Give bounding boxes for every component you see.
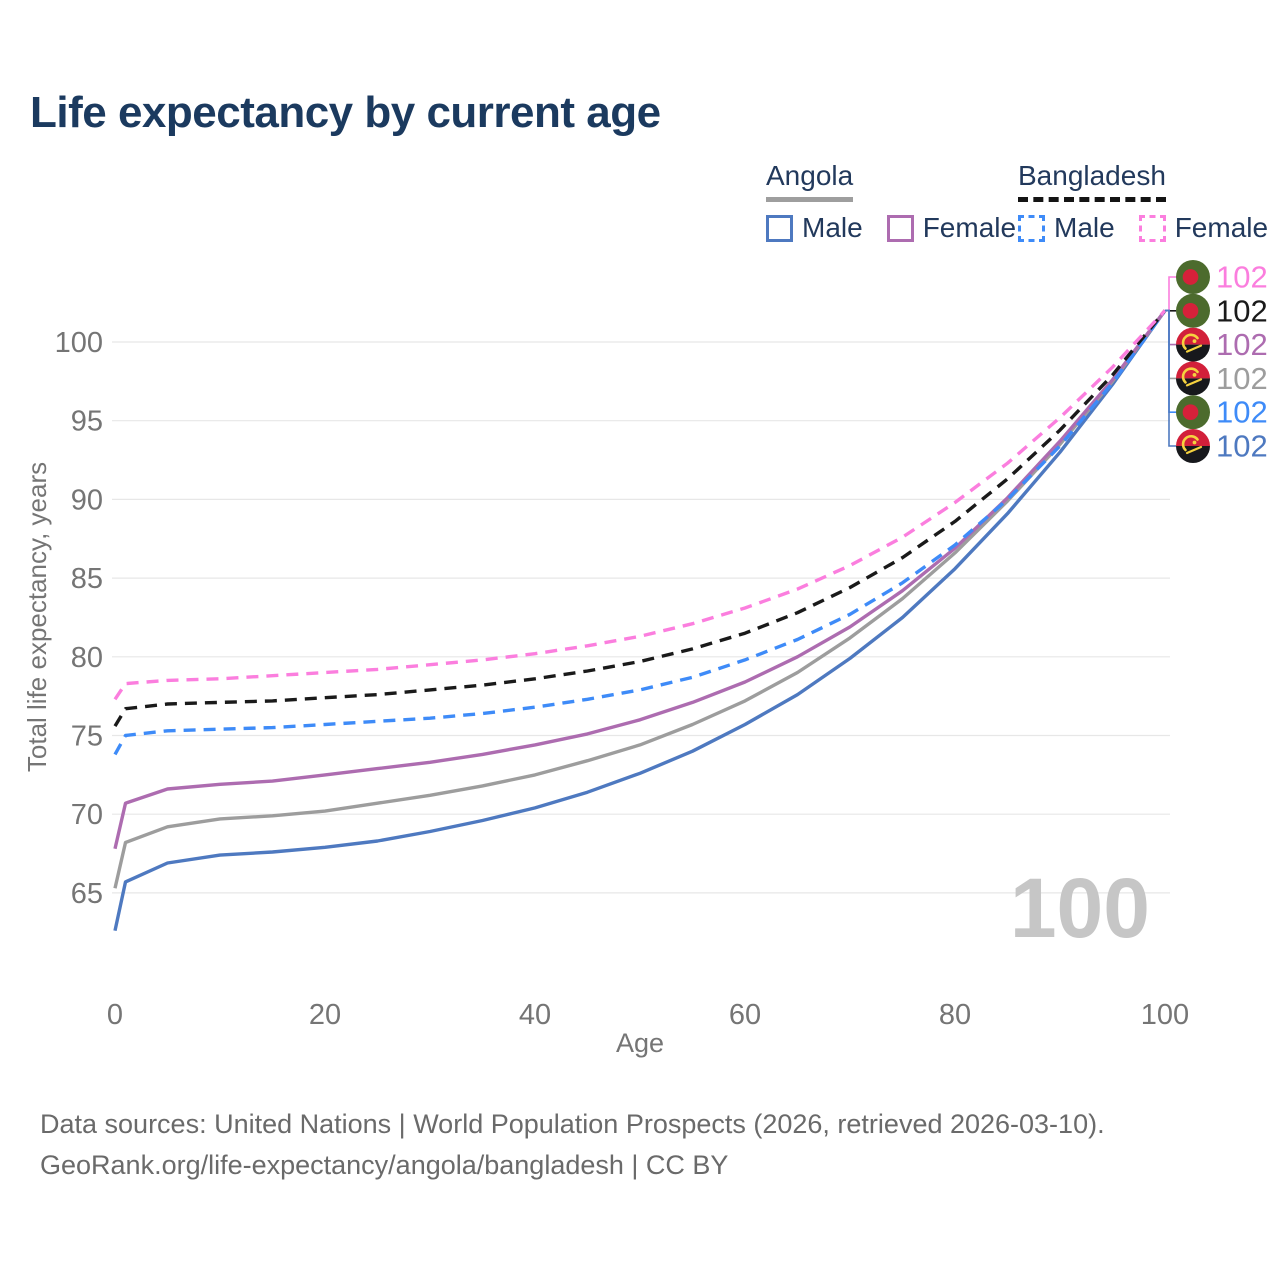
angola-male-swatch-icon (766, 214, 793, 242)
legend-label-angola-male: Male (802, 212, 863, 243)
angola-female-swatch-icon (886, 214, 914, 242)
legend-group-angola: Angola Male Female (766, 160, 1040, 244)
x-tick-label: 60 (729, 999, 761, 1031)
footer: Data sources: United Nations | World Pop… (40, 1104, 1105, 1186)
y-axis-title: Total life expectancy, years (22, 462, 52, 772)
angola-flag-icon (1176, 429, 1210, 463)
angola-flag-icon (1176, 327, 1210, 362)
x-tick-label: 40 (519, 999, 551, 1031)
legend-group-bangladesh: Bangladesh Male Female (1018, 160, 1280, 244)
age-counter-watermark: 100 (1009, 861, 1150, 955)
x-tick-label: 80 (939, 999, 971, 1031)
x-axis-title: Age (616, 1028, 664, 1058)
x-tick-label: 100 (1141, 999, 1189, 1031)
legend-item-angola-male[interactable]: Male (766, 212, 863, 244)
bangladesh-flag-icon (1176, 260, 1210, 294)
series-line-bd_both (113, 309, 1167, 727)
series-line-ao_male (113, 309, 1167, 932)
end-label-connector-ao_female (1165, 309, 1176, 346)
end-label-connector-bd_male (1165, 309, 1176, 413)
bangladesh-male-swatch-icon (1018, 214, 1045, 242)
legend-item-angola-female[interactable]: Female (886, 212, 1017, 244)
y-tick-label: 95 (71, 406, 103, 438)
end-value-label-ao_female: 102 (1216, 327, 1268, 362)
end-value-label-ao_both: 102 (1216, 361, 1268, 396)
bangladesh-flag-icon (1176, 293, 1210, 328)
x-tick-label: 20 (309, 999, 341, 1031)
footer-url-line: GeoRank.org/life-expectancy/angola/bangl… (40, 1150, 729, 1180)
y-tick-label: 100 (55, 327, 103, 359)
legend-label-bangladesh-female: Female (1174, 212, 1269, 243)
legend-row-bangladesh: Male Female (1018, 212, 1280, 244)
legend-item-bangladesh-female[interactable]: Female (1138, 212, 1269, 244)
legend-label-angola-female: Female (922, 212, 1017, 243)
end-value-label-bd_male: 102 (1216, 395, 1268, 430)
y-tick-label: 65 (71, 878, 103, 910)
series-line-ao_both (113, 309, 1167, 889)
y-tick-label: 85 (71, 563, 103, 595)
end-label-connector-bd_female (1165, 276, 1176, 312)
legend-label-bangladesh-male: Male (1054, 212, 1115, 243)
x-tick-label: 0 (107, 999, 123, 1031)
y-tick-label: 80 (71, 642, 103, 674)
legend-header-angola: Angola (766, 160, 854, 202)
bangladesh-flag-icon (1176, 395, 1210, 430)
series-line-bd_female (113, 309, 1167, 701)
legend-header-bangladesh: Bangladesh (1018, 160, 1166, 202)
bangladesh-female-swatch-icon (1138, 214, 1166, 242)
end-value-label-bd_both: 102 (1216, 293, 1268, 328)
page-title: Life expectancy by current age (30, 88, 661, 137)
legend-row-angola: Male Female (766, 212, 1040, 244)
end-value-label-bd_female: 102 (1216, 260, 1268, 295)
footer-sources-line: Data sources: United Nations | World Pop… (40, 1109, 1105, 1139)
series-line-bd_male (113, 309, 1167, 756)
legend-item-bangladesh-male[interactable]: Male (1018, 212, 1115, 244)
end-label-connector-ao_male (1165, 309, 1176, 447)
y-tick-label: 70 (71, 799, 103, 831)
end-value-label-ao_male: 102 (1216, 429, 1268, 464)
angola-flag-icon (1176, 361, 1210, 396)
y-tick-label: 90 (71, 484, 103, 516)
y-tick-label: 75 (71, 721, 103, 753)
series-line-ao_female (113, 309, 1167, 850)
